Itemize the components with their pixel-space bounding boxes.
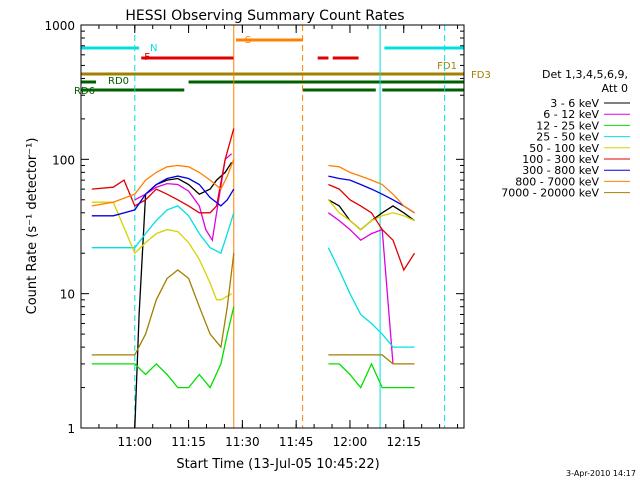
plot-frame <box>80 24 465 429</box>
x-tick-label: 11:00 <box>117 435 152 449</box>
timestamp: 3-Apr-2010 14:17 <box>566 469 636 478</box>
flag-label-n: N <box>150 43 157 54</box>
legend-label: 6 - 12 keV <box>543 108 599 121</box>
x-axis-label: Start Time (13-Jul-05 10:45:22) <box>176 457 379 472</box>
chart-title: HESSI Observing Summary Count Rates <box>125 8 404 24</box>
legend-header: Det 1,3,4,5,6,9, <box>542 68 628 81</box>
flag-label-rd0: RD0 <box>108 76 129 87</box>
series-line-6 <box>91 128 235 214</box>
series-line-8 <box>91 159 235 207</box>
legend-label: 12 - 25 keV <box>536 119 599 132</box>
x-tick-label: 11:45 <box>279 435 314 449</box>
series-line-4 <box>91 205 235 255</box>
series-line-3 <box>328 362 415 389</box>
flag-label-fd3: FD3 <box>471 70 491 81</box>
series-line-5 <box>91 201 232 301</box>
legend-label: 25 - 50 keV <box>536 131 599 144</box>
flag-label-s: S <box>245 35 251 46</box>
y-tick-label: 10 <box>60 288 75 302</box>
series-line-7 <box>328 175 415 214</box>
x-tick-label: 11:15 <box>171 435 206 449</box>
x-tick-label: 12:00 <box>333 435 368 449</box>
series-line-9 <box>91 253 235 356</box>
y-tick-label: 1000 <box>44 19 75 33</box>
flag-label-fd1: FD1 <box>437 61 457 72</box>
series-line-1 <box>134 161 233 429</box>
flag-label-rd6: RD6 <box>74 86 95 97</box>
legend-label: 100 - 300 keV <box>522 153 599 166</box>
x-tick-label: 12:15 <box>386 435 421 449</box>
legend-label: 7000 - 20000 keV <box>501 187 599 200</box>
series-line-5 <box>327 199 415 231</box>
x-tick-label: 11:30 <box>225 435 260 449</box>
series-line-7 <box>91 175 235 217</box>
y-tick-label: 1 <box>67 422 75 436</box>
series-line-3 <box>91 306 235 389</box>
series-line-9 <box>328 354 415 365</box>
series-line-8 <box>328 164 415 214</box>
y-tick-label: 100 <box>52 153 75 167</box>
legend-label: 800 - 7000 keV <box>515 175 599 188</box>
legend-label: 300 - 800 keV <box>522 164 599 177</box>
series-line-6 <box>328 183 416 272</box>
legend-label: 50 - 100 keV <box>529 142 599 155</box>
legend-label: 3 - 6 keV <box>550 97 599 110</box>
flag-label-f: F <box>144 52 150 63</box>
y-axis-label: Count Rate (s⁻¹ detector⁻¹) <box>25 138 40 315</box>
legend-header: Att 0 <box>602 82 628 95</box>
series-line-4 <box>327 247 415 348</box>
